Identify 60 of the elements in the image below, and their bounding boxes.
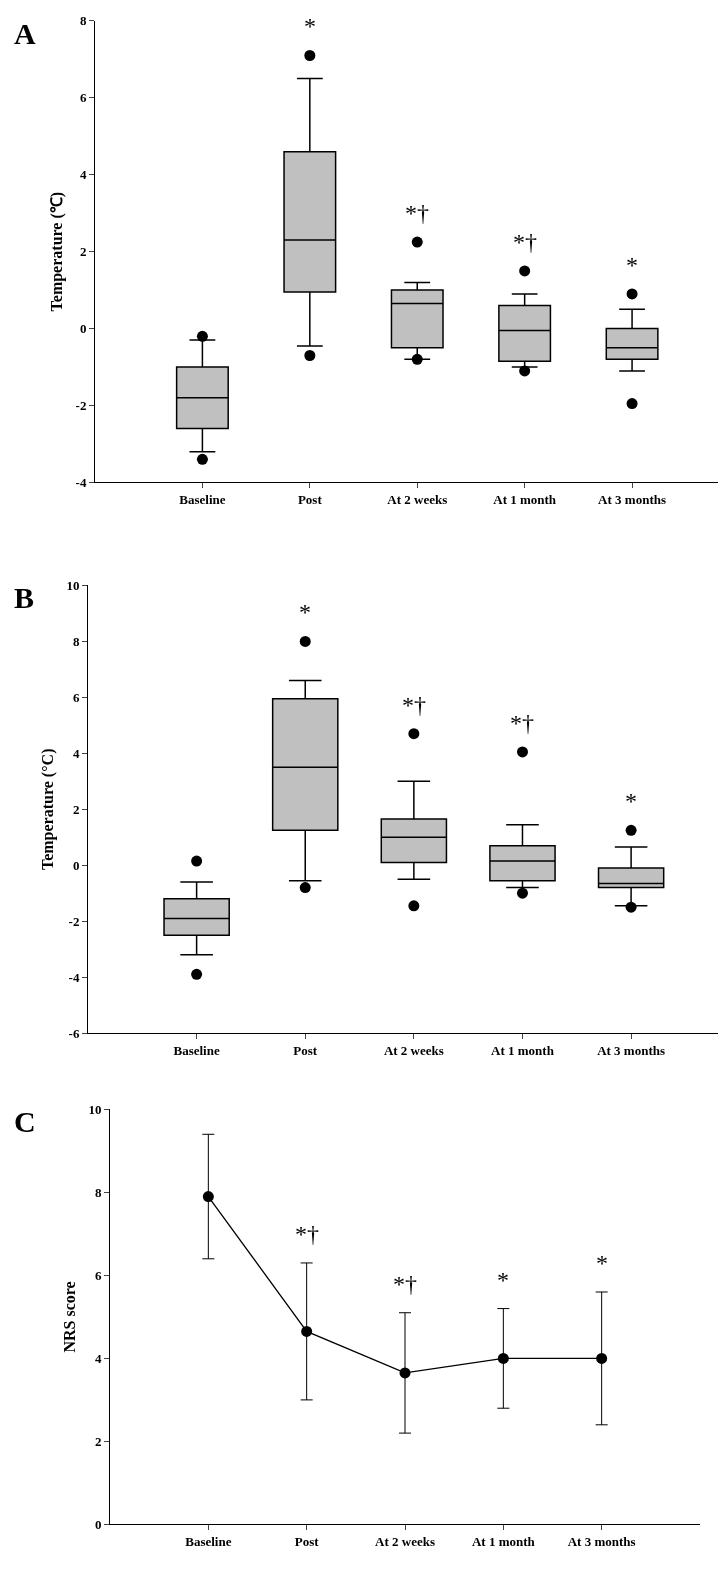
x-tick-label: Baseline — [185, 1534, 232, 1549]
chart-title: B — [14, 581, 35, 614]
y-tick-label: 0 — [94, 1516, 102, 1532]
x-tick-label: At 1 month — [491, 1042, 555, 1058]
point — [497, 1352, 509, 1364]
y-axis-title: Temperature (℃) — [48, 191, 67, 312]
annotation: * — [626, 252, 638, 278]
y-tick-label: 6 — [72, 689, 80, 705]
y-tick-label: 4 — [79, 167, 87, 183]
annotation: * — [304, 13, 316, 39]
y-tick-label: 8 — [72, 633, 80, 649]
y-tick-label: -2 — [68, 913, 80, 929]
y-axis-title: NRS score — [61, 1281, 79, 1353]
x-tick-label: At 2 weeks — [387, 492, 448, 508]
point — [202, 1191, 214, 1203]
x-tick-label: At 2 weeks — [383, 1042, 444, 1058]
point — [596, 1352, 608, 1364]
annotation: *† — [402, 692, 426, 718]
y-tick-label: 6 — [79, 90, 87, 106]
y-tick-label: -2 — [75, 398, 87, 414]
annotation: *† — [513, 229, 537, 255]
y-tick-label: 8 — [79, 13, 87, 29]
y-tick-label: 0 — [72, 857, 80, 873]
y-tick-label: 0 — [79, 321, 87, 337]
x-tick-label: At 3 months — [567, 1534, 636, 1549]
y-tick-label: -4 — [68, 969, 80, 985]
y-tick-label: -6 — [68, 1025, 80, 1041]
x-tick-label: At 1 month — [471, 1534, 536, 1549]
y-tick-label: 6 — [94, 1267, 102, 1283]
x-tick-label: At 3 months — [597, 1042, 666, 1058]
annotation: * — [625, 788, 637, 814]
x-tick-label: Baseline — [179, 492, 226, 508]
x-tick-label: Baseline — [173, 1042, 220, 1058]
annotation: *† — [295, 1221, 319, 1247]
y-tick-label: 10 — [88, 1101, 102, 1117]
annotation: * — [596, 1250, 608, 1276]
x-tick-label: At 2 weeks — [375, 1534, 435, 1549]
x-tick-label: At 3 months — [598, 492, 667, 508]
y-tick-label: 2 — [72, 801, 80, 817]
y-tick-label: -4 — [75, 474, 87, 490]
y-tick-label: 10 — [66, 577, 80, 593]
point — [399, 1367, 411, 1379]
annotation: * — [299, 599, 311, 625]
x-tick-label: Post — [297, 492, 323, 508]
x-tick-label: Post — [293, 1042, 318, 1058]
y-tick-label: 2 — [94, 1433, 102, 1449]
chart-title: A — [14, 17, 36, 50]
annotation: *† — [510, 710, 534, 736]
y-tick-label: 4 — [94, 1350, 102, 1366]
annotation: *† — [405, 200, 429, 226]
y-axis-title: Temperature (°C) — [39, 748, 58, 871]
annotation: *† — [393, 1271, 417, 1297]
point — [301, 1325, 313, 1337]
x-tick-label: Post — [294, 1534, 320, 1549]
chart-title: C — [14, 1105, 36, 1138]
x-tick-label: At 1 month — [493, 492, 557, 508]
y-tick-label: 8 — [94, 1184, 102, 1200]
annotation: * — [497, 1267, 509, 1293]
y-tick-label: 4 — [72, 745, 80, 761]
y-tick-label: 2 — [79, 244, 87, 260]
